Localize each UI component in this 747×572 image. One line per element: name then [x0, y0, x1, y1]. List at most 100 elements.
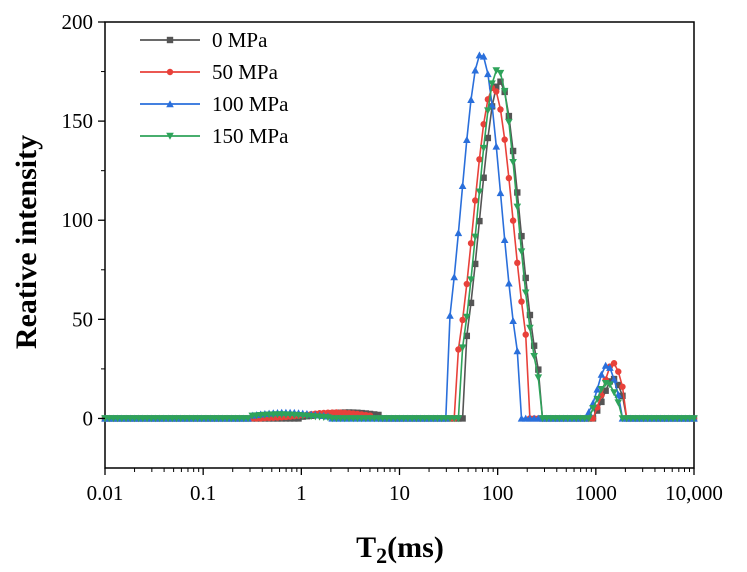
series-marker — [505, 118, 513, 126]
series-marker — [463, 313, 471, 321]
series-marker — [514, 259, 521, 267]
series-marker — [514, 189, 521, 196]
series-marker — [467, 276, 475, 284]
series-marker — [602, 387, 609, 394]
series-marker — [518, 298, 525, 305]
series-marker — [513, 347, 522, 355]
x-axis-title-subscript: 2 — [376, 543, 387, 568]
series-marker — [593, 385, 602, 393]
x-axis-ticks: 0.01 0.1 1 10 100 1000 10,000 — [87, 468, 723, 505]
series-marker — [615, 381, 622, 389]
series-marker — [458, 181, 467, 189]
x-tick-label: 10,000 — [665, 481, 723, 505]
series-marker — [615, 368, 622, 375]
series-marker — [166, 132, 174, 140]
series-marker — [505, 279, 513, 287]
series-marker — [166, 68, 174, 76]
series-marker — [459, 316, 466, 324]
series-marker — [597, 370, 606, 378]
series-marker — [500, 235, 509, 243]
series-marker — [501, 136, 508, 143]
series-marker — [619, 383, 626, 390]
series-marker — [166, 100, 174, 108]
y-tick-label: 100 — [62, 208, 94, 232]
series-marker — [526, 311, 534, 319]
series-marker — [244, 415, 252, 423]
series-marker — [521, 289, 530, 297]
series-marker — [509, 316, 517, 324]
series-marker — [497, 106, 504, 113]
series-marker — [530, 342, 538, 349]
x-tick-label: 0.01 — [87, 481, 124, 505]
series-marker — [476, 217, 483, 225]
series-marker — [534, 374, 543, 382]
series-marker — [455, 346, 462, 353]
series-marker — [472, 197, 479, 204]
series-marker — [535, 366, 542, 373]
series-marker — [458, 344, 467, 352]
y-axis-ticks: 0 50 100 150 200 — [62, 10, 105, 430]
series-marker — [522, 274, 529, 282]
series-marker — [454, 229, 463, 237]
series-marker — [597, 386, 606, 394]
series-marker — [509, 159, 517, 167]
series-100-mpa — [101, 51, 698, 422]
series-marker — [593, 395, 602, 403]
series-marker — [471, 66, 480, 74]
x-tick-label: 1000 — [575, 481, 617, 505]
series-marker — [610, 375, 618, 383]
series-marker — [497, 78, 504, 85]
series-marker — [610, 389, 618, 397]
x-axis-title-main: T — [356, 531, 376, 564]
series-marker — [476, 156, 483, 163]
legend-item: 100 MPa — [140, 92, 289, 116]
series-marker — [472, 260, 479, 268]
series-marker — [467, 95, 475, 103]
series-marker — [479, 52, 488, 60]
series-marker — [475, 51, 484, 59]
series-marker — [459, 415, 466, 422]
series-marker — [480, 174, 487, 181]
series-marker — [484, 107, 492, 115]
series-marker — [614, 399, 623, 407]
series-marker — [493, 83, 500, 90]
legend-item: 150 MPa — [140, 124, 289, 148]
series-marker — [454, 415, 463, 423]
series-marker — [496, 69, 505, 77]
series-marker — [518, 232, 525, 240]
series-marker — [484, 134, 492, 142]
series-marker — [509, 217, 517, 224]
x-tick-label: 0.1 — [190, 481, 216, 505]
series-marker — [166, 36, 174, 44]
series-marker — [484, 70, 492, 78]
series-marker — [480, 121, 487, 128]
series-marker — [450, 273, 458, 281]
series-marker — [463, 136, 471, 144]
legend-label: 50 MPa — [212, 60, 279, 84]
series-marker — [505, 174, 513, 182]
series-marker — [446, 311, 454, 319]
series-line — [105, 86, 694, 420]
series-marker — [526, 324, 534, 332]
series-marker — [606, 381, 614, 389]
series-marker — [606, 363, 614, 371]
legend-label: 150 MPa — [212, 124, 289, 148]
series-layer — [101, 51, 698, 423]
y-tick-label: 50 — [72, 307, 93, 331]
series-marker — [589, 405, 597, 413]
series-marker — [619, 392, 626, 400]
series-marker — [475, 188, 484, 196]
series-marker — [371, 411, 378, 418]
series-marker — [530, 353, 538, 361]
series-marker — [522, 331, 529, 338]
series-marker — [690, 415, 698, 423]
series-marker — [467, 240, 475, 247]
y-tick-label: 0 — [83, 406, 94, 430]
legend: 0 MPa 50 MPa 100 MPa 150 MPa — [140, 28, 289, 148]
series-marker — [496, 189, 505, 197]
series-marker — [517, 248, 526, 256]
series-marker — [601, 361, 610, 369]
y-axis-title: Reative intensity — [10, 135, 43, 349]
series-marker — [500, 87, 509, 95]
